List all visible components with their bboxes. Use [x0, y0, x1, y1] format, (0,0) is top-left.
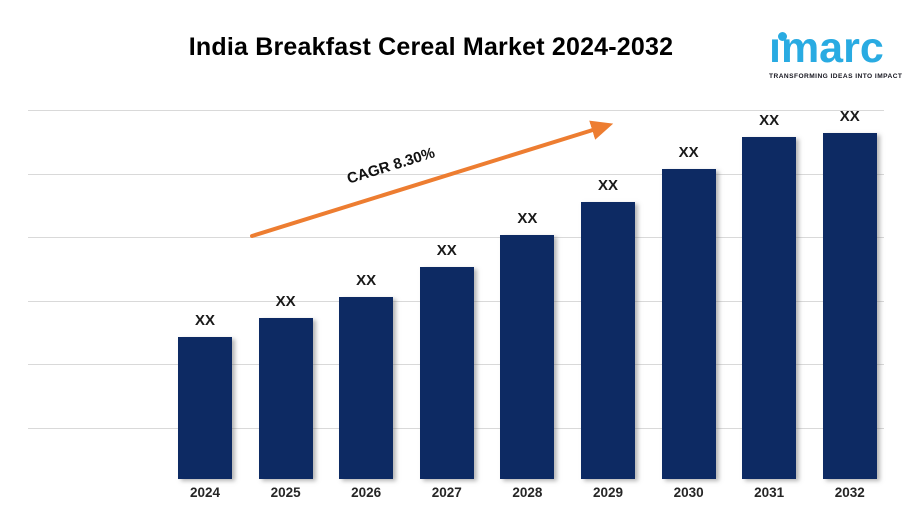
bar-value-label: XX: [759, 112, 780, 129]
x-axis-label: 2028: [512, 485, 543, 500]
bar: [258, 318, 313, 479]
bar: [742, 137, 797, 479]
logo-wordmark: ımarc: [769, 24, 884, 72]
bar: [419, 267, 474, 479]
x-axis-label: 2030: [673, 485, 704, 500]
chart-title: India Breakfast Cereal Market 2024-2032: [188, 33, 674, 61]
bar: [661, 169, 716, 479]
x-axis-label: 2031: [754, 485, 785, 500]
imarc-logo: ımarc TRANSFORMING IDEAS INTO IMPACT: [769, 24, 903, 80]
logo-tagline: TRANSFORMING IDEAS INTO IMPACT: [769, 73, 903, 80]
bar-value-label: XX: [597, 177, 618, 194]
logo-i-dot-icon: [778, 32, 787, 41]
bar-value-label: XX: [678, 144, 699, 161]
x-axis-label: 2032: [834, 485, 865, 500]
x-axis-label: 2026: [351, 485, 382, 500]
bar-value-label: XX: [436, 242, 457, 259]
bar: [500, 235, 555, 479]
bar: [178, 337, 232, 479]
bar: [581, 202, 635, 479]
x-axis-label: 2025: [270, 485, 301, 500]
x-axis-label: 2027: [431, 485, 462, 500]
bar-value-label: XX: [517, 210, 538, 227]
x-axis-label: 2029: [592, 485, 624, 500]
bar-value-label: XX: [839, 108, 860, 125]
bar: [822, 133, 877, 479]
bar-value-label: XX: [356, 272, 377, 289]
bar-value-label: XX: [194, 312, 215, 329]
bar-value-label: XX: [275, 293, 296, 310]
x-axis-label: 2024: [189, 485, 221, 500]
gridline: [28, 110, 884, 111]
bar: [339, 297, 394, 479]
